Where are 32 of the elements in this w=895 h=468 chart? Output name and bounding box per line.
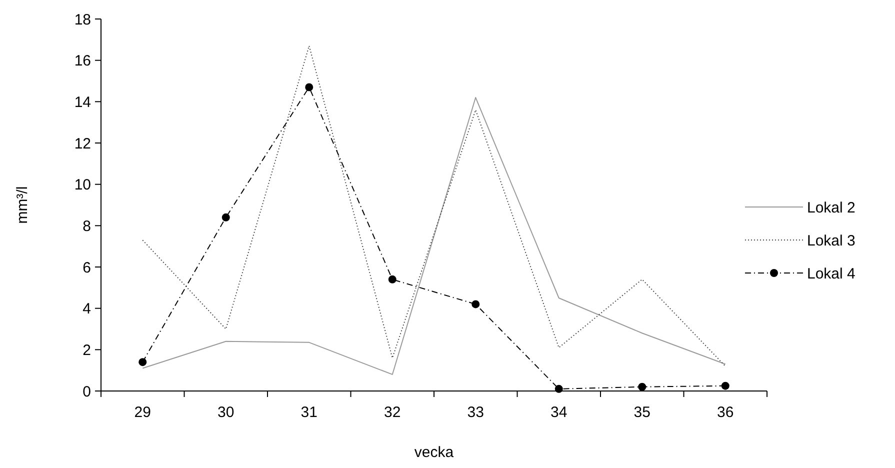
point [638, 382, 646, 391]
x-tick-label: 30 [218, 404, 234, 421]
x-tick-label: 31 [300, 404, 318, 421]
point [388, 275, 396, 284]
point [472, 300, 480, 308]
x-tick-label: 32 [384, 404, 401, 421]
y-tick-label: 18 [74, 11, 91, 28]
y-tick-label: 12 [74, 135, 91, 152]
legend-label: Lokal 3 [807, 232, 856, 250]
point [138, 358, 147, 366]
y-tick-label: 10 [74, 176, 91, 194]
y-tick-label: 4 [82, 300, 91, 318]
y-tick-label: 0 [82, 383, 91, 400]
x-axis-title: vecka [414, 444, 454, 461]
line-series [142, 45, 726, 367]
legend-label: Lokal 2 [807, 199, 856, 216]
x-tick-label: 35 [634, 404, 650, 421]
x-tick-label: 29 [134, 404, 151, 421]
point [721, 382, 730, 390]
x-tick-label: 36 [717, 404, 734, 421]
point [554, 384, 563, 393]
point [305, 83, 314, 92]
y-tick-label: 16 [74, 52, 91, 70]
y-tick-label: 6 [82, 259, 91, 276]
y-tick-label: 8 [82, 218, 91, 235]
legend-label: Lokal 4 [807, 265, 856, 282]
y-axis-title: mm³/l [14, 186, 31, 224]
x-tick-label: 33 [467, 404, 484, 421]
x-tick-label: 34 [550, 404, 568, 421]
y-tick-label: 2 [82, 342, 91, 359]
y-tick-label: 14 [74, 94, 91, 111]
point [222, 213, 230, 222]
